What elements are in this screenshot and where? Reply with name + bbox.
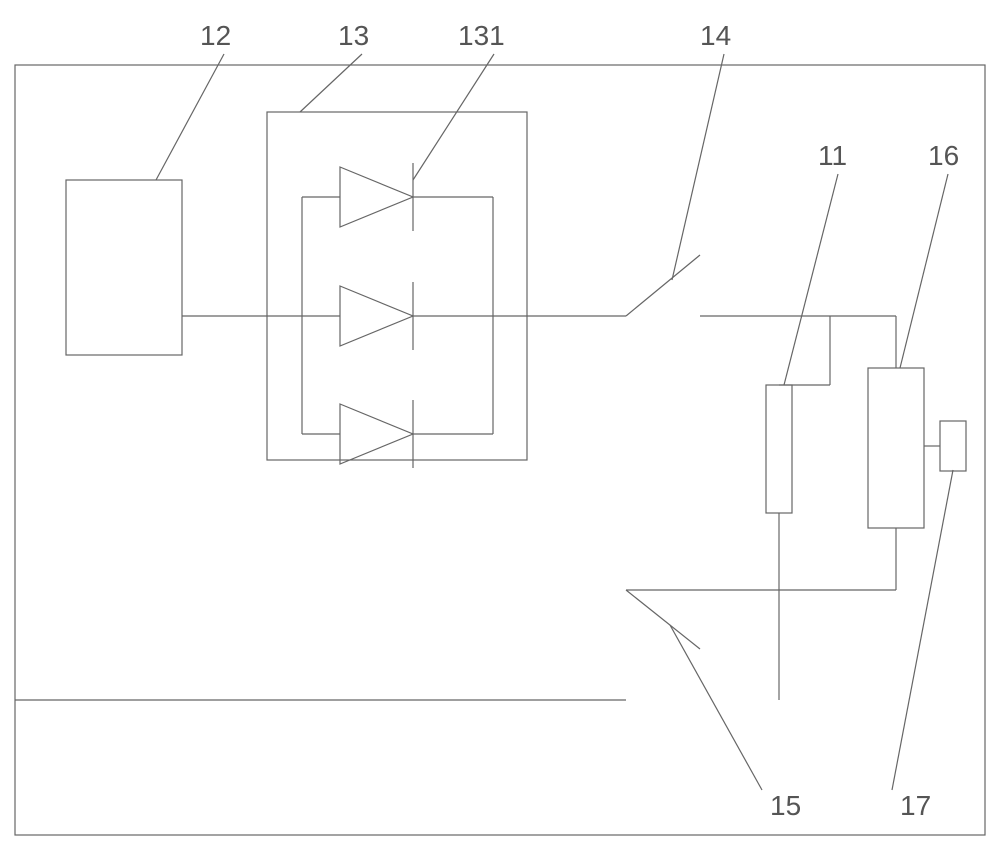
- leader-15: [670, 625, 762, 790]
- label-14: 14: [700, 20, 731, 51]
- leader-14: [672, 54, 724, 280]
- amp-triangle-2: [340, 286, 413, 346]
- label-131: 131: [458, 20, 505, 51]
- switch-14-arm: [626, 255, 700, 316]
- switch-15-arm: [626, 590, 700, 649]
- block-16: [868, 368, 924, 528]
- block-12: [66, 180, 182, 355]
- leader-13: [300, 54, 362, 112]
- label-17: 17: [900, 790, 931, 821]
- block-13: [267, 112, 527, 460]
- label-11: 11: [818, 140, 847, 171]
- leader-17: [892, 470, 953, 790]
- label-13: 13: [338, 20, 369, 51]
- label-15: 15: [770, 790, 801, 821]
- amp-triangle-1: [340, 167, 413, 227]
- leader-16: [900, 174, 948, 368]
- label-12: 12: [200, 20, 231, 51]
- label-16: 16: [928, 140, 959, 171]
- block-11: [766, 385, 792, 513]
- leader-12: [156, 54, 224, 180]
- block-17: [940, 421, 966, 471]
- amp-triangle-3: [340, 404, 413, 464]
- leader-131: [413, 54, 494, 180]
